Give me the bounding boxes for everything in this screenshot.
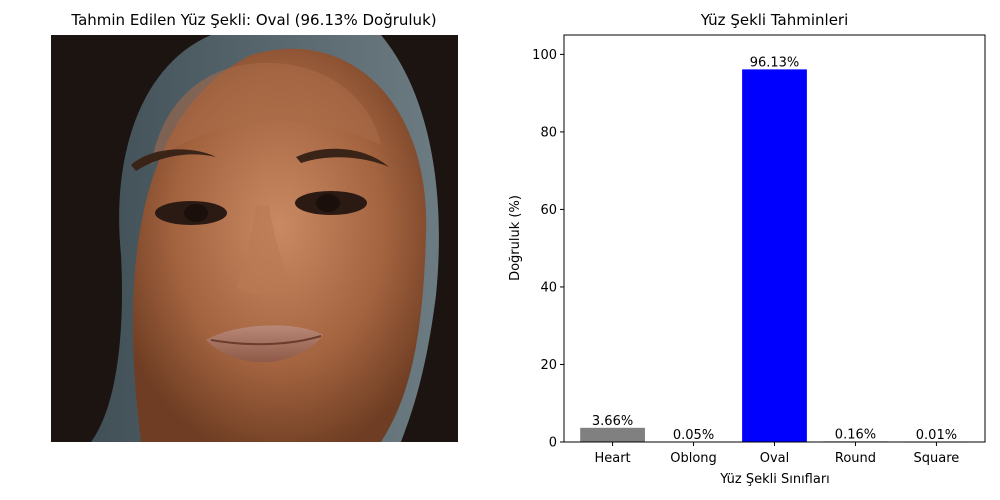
y-tick-label: 0: [549, 436, 557, 451]
data-label-heart: 3.66%: [592, 414, 633, 429]
face-portrait-image: [51, 35, 458, 442]
photo-title: Tahmin Edilen Yüz Şekli: Oval (96.13% Do…: [71, 11, 437, 29]
y-tick-label: 100: [532, 48, 557, 63]
y-axis-ticks: 0 20 40 60 80 100: [532, 48, 564, 451]
bar-heart: [580, 427, 645, 442]
bars-group: [580, 69, 969, 443]
y-tick-label: 20: [540, 358, 557, 373]
plot-frame: [563, 34, 986, 443]
y-tick-label: 60: [540, 203, 557, 218]
data-label-oblong: 0.05%: [673, 428, 714, 443]
y-tick-label: 40: [540, 280, 557, 295]
data-label-oval: 96.13%: [750, 55, 800, 70]
data-label-square: 0.01%: [916, 428, 957, 443]
data-labels-group: 3.66% 0.05% 96.13% 0.16% 0.01%: [592, 55, 957, 443]
data-label-round: 0.16%: [835, 427, 876, 442]
chart-title: Yüz Şekli Tahminleri: [700, 11, 849, 29]
y-axis-label: Doğruluk (%): [508, 195, 523, 281]
bar-oval: [742, 69, 807, 443]
x-tick-label-heart: Heart: [594, 451, 630, 466]
face-photo: [51, 35, 458, 442]
x-axis-ticks: Heart Oblong Oval Round Square: [594, 442, 959, 466]
x-tick-label-round: Round: [835, 451, 876, 466]
x-axis-label: Yüz Şekli Sınıfları: [719, 472, 830, 487]
x-tick-label-square: Square: [914, 451, 960, 466]
y-tick-label: 80: [540, 125, 557, 140]
x-tick-label-oval: Oval: [760, 451, 790, 466]
x-tick-label-oblong: Oblong: [670, 451, 717, 466]
